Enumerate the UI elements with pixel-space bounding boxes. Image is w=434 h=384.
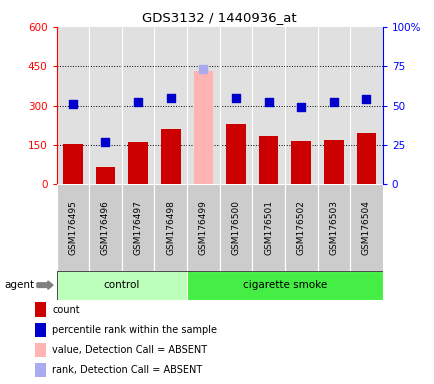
- Bar: [193, 71, 213, 184]
- Text: cigarette smoke: cigarette smoke: [242, 280, 326, 290]
- Bar: [284, 184, 317, 271]
- Point: [69, 101, 76, 107]
- Point: [232, 94, 239, 101]
- Bar: [128, 142, 148, 184]
- Text: GSM176499: GSM176499: [198, 200, 207, 255]
- Point: [167, 94, 174, 101]
- Point: [297, 104, 304, 110]
- Text: GSM176498: GSM176498: [166, 200, 175, 255]
- Text: rank, Detection Call = ABSENT: rank, Detection Call = ABSENT: [52, 365, 202, 375]
- Text: GSM176500: GSM176500: [231, 200, 240, 255]
- Bar: [95, 167, 115, 184]
- Bar: [323, 140, 343, 184]
- Bar: [56, 184, 89, 271]
- Bar: [89, 184, 122, 271]
- Bar: [35, 343, 46, 357]
- Text: value, Detection Call = ABSENT: value, Detection Call = ABSENT: [52, 345, 207, 355]
- Bar: [317, 184, 349, 271]
- Text: control: control: [103, 280, 140, 290]
- Point: [330, 99, 337, 106]
- Bar: [63, 144, 82, 184]
- Bar: [35, 363, 46, 377]
- Title: GDS3132 / 1440936_at: GDS3132 / 1440936_at: [142, 11, 296, 24]
- Bar: [252, 184, 284, 271]
- Text: GSM176495: GSM176495: [68, 200, 77, 255]
- Bar: [219, 184, 252, 271]
- Bar: [122, 184, 154, 271]
- Text: GSM176496: GSM176496: [101, 200, 110, 255]
- Bar: [161, 129, 180, 184]
- Point: [102, 139, 108, 145]
- Bar: [56, 271, 187, 300]
- Bar: [226, 124, 245, 184]
- Text: GSM176501: GSM176501: [263, 200, 273, 255]
- Point: [199, 66, 207, 73]
- Bar: [349, 184, 382, 271]
- Point: [362, 96, 369, 103]
- Bar: [258, 136, 278, 184]
- Bar: [187, 271, 382, 300]
- Point: [265, 99, 272, 106]
- Text: GSM176503: GSM176503: [329, 200, 338, 255]
- Text: count: count: [52, 305, 80, 314]
- Text: GSM176502: GSM176502: [296, 200, 305, 255]
- Bar: [291, 141, 310, 184]
- Bar: [35, 302, 46, 317]
- Bar: [154, 184, 187, 271]
- Text: GSM176504: GSM176504: [361, 200, 370, 255]
- Bar: [187, 184, 219, 271]
- Bar: [356, 133, 375, 184]
- Text: agent: agent: [4, 280, 34, 290]
- Text: GSM176497: GSM176497: [133, 200, 142, 255]
- Point: [135, 99, 141, 106]
- Bar: [35, 323, 46, 337]
- Text: percentile rank within the sample: percentile rank within the sample: [52, 325, 217, 335]
